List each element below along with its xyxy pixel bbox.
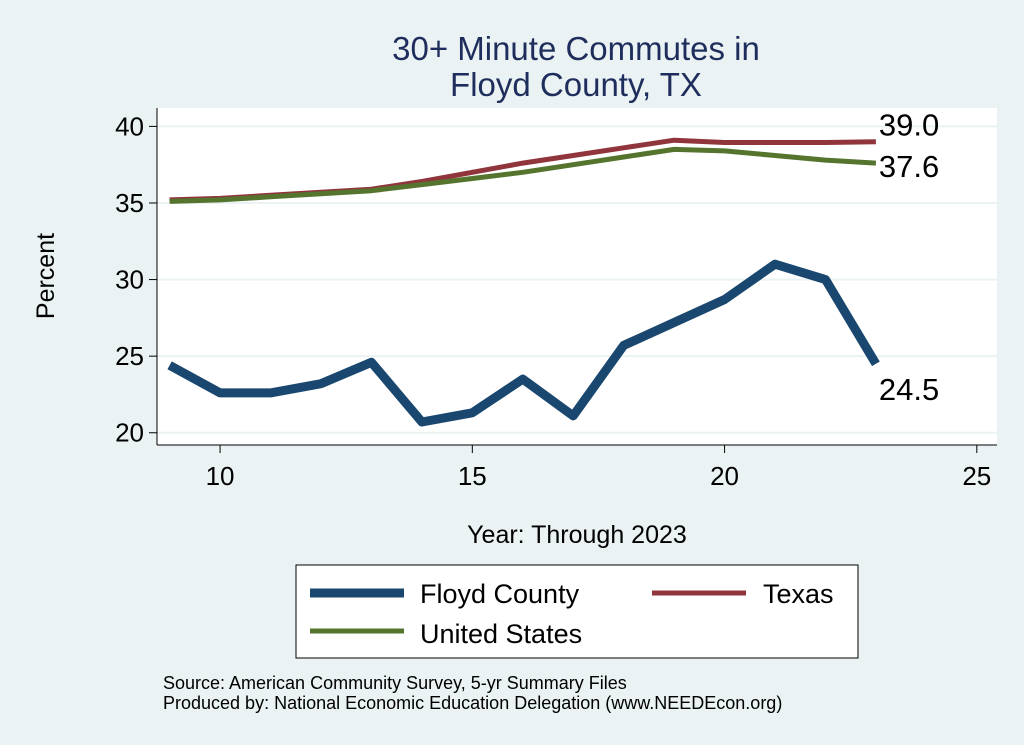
end-labels: 24.5 39.0 37.6	[879, 108, 939, 407]
legend-label-united-states: United States	[420, 619, 582, 649]
x-tick-label-10: 10	[206, 461, 235, 491]
chart-title-line-2: Floyd County, TX	[450, 66, 702, 103]
x-axis-title: Year: Through 2023	[467, 521, 687, 549]
source-note: Source: American Community Survey, 5-yr …	[163, 673, 627, 693]
y-tick-label-20: 20	[115, 418, 144, 448]
series-line-floyd-county	[167, 259, 880, 427]
y-axis-title: Percent	[32, 233, 60, 319]
end-label-texas: 39.0	[879, 108, 939, 143]
y-tick-label-35: 35	[115, 188, 144, 218]
legend-box	[295, 564, 859, 659]
axes: 20 25 30 35 40 10 15 20 25	[115, 108, 997, 491]
producer-note: Produced by: National Economic Education…	[163, 693, 782, 713]
legend: Floyd County Texas United States	[295, 564, 859, 659]
grid-lines	[157, 125, 997, 434]
series-lines	[167, 137, 880, 427]
legend-label-floyd-county: Floyd County	[420, 579, 580, 609]
chart-title-line-1: 30+ Minute Commutes in	[392, 30, 760, 67]
x-tick-label-15: 15	[458, 461, 487, 491]
x-tick-label-20: 20	[710, 461, 739, 491]
y-tick-label-40: 40	[115, 111, 144, 141]
legend-label-texas: Texas	[763, 579, 834, 609]
y-tick-label-30: 30	[115, 265, 144, 295]
end-label-floyd-county: 24.5	[879, 372, 939, 407]
x-tick-label-25: 25	[962, 461, 991, 491]
end-label-united-states: 37.6	[879, 149, 939, 184]
series-line-united-states	[169, 146, 877, 204]
y-tick-label-25: 25	[115, 341, 144, 371]
